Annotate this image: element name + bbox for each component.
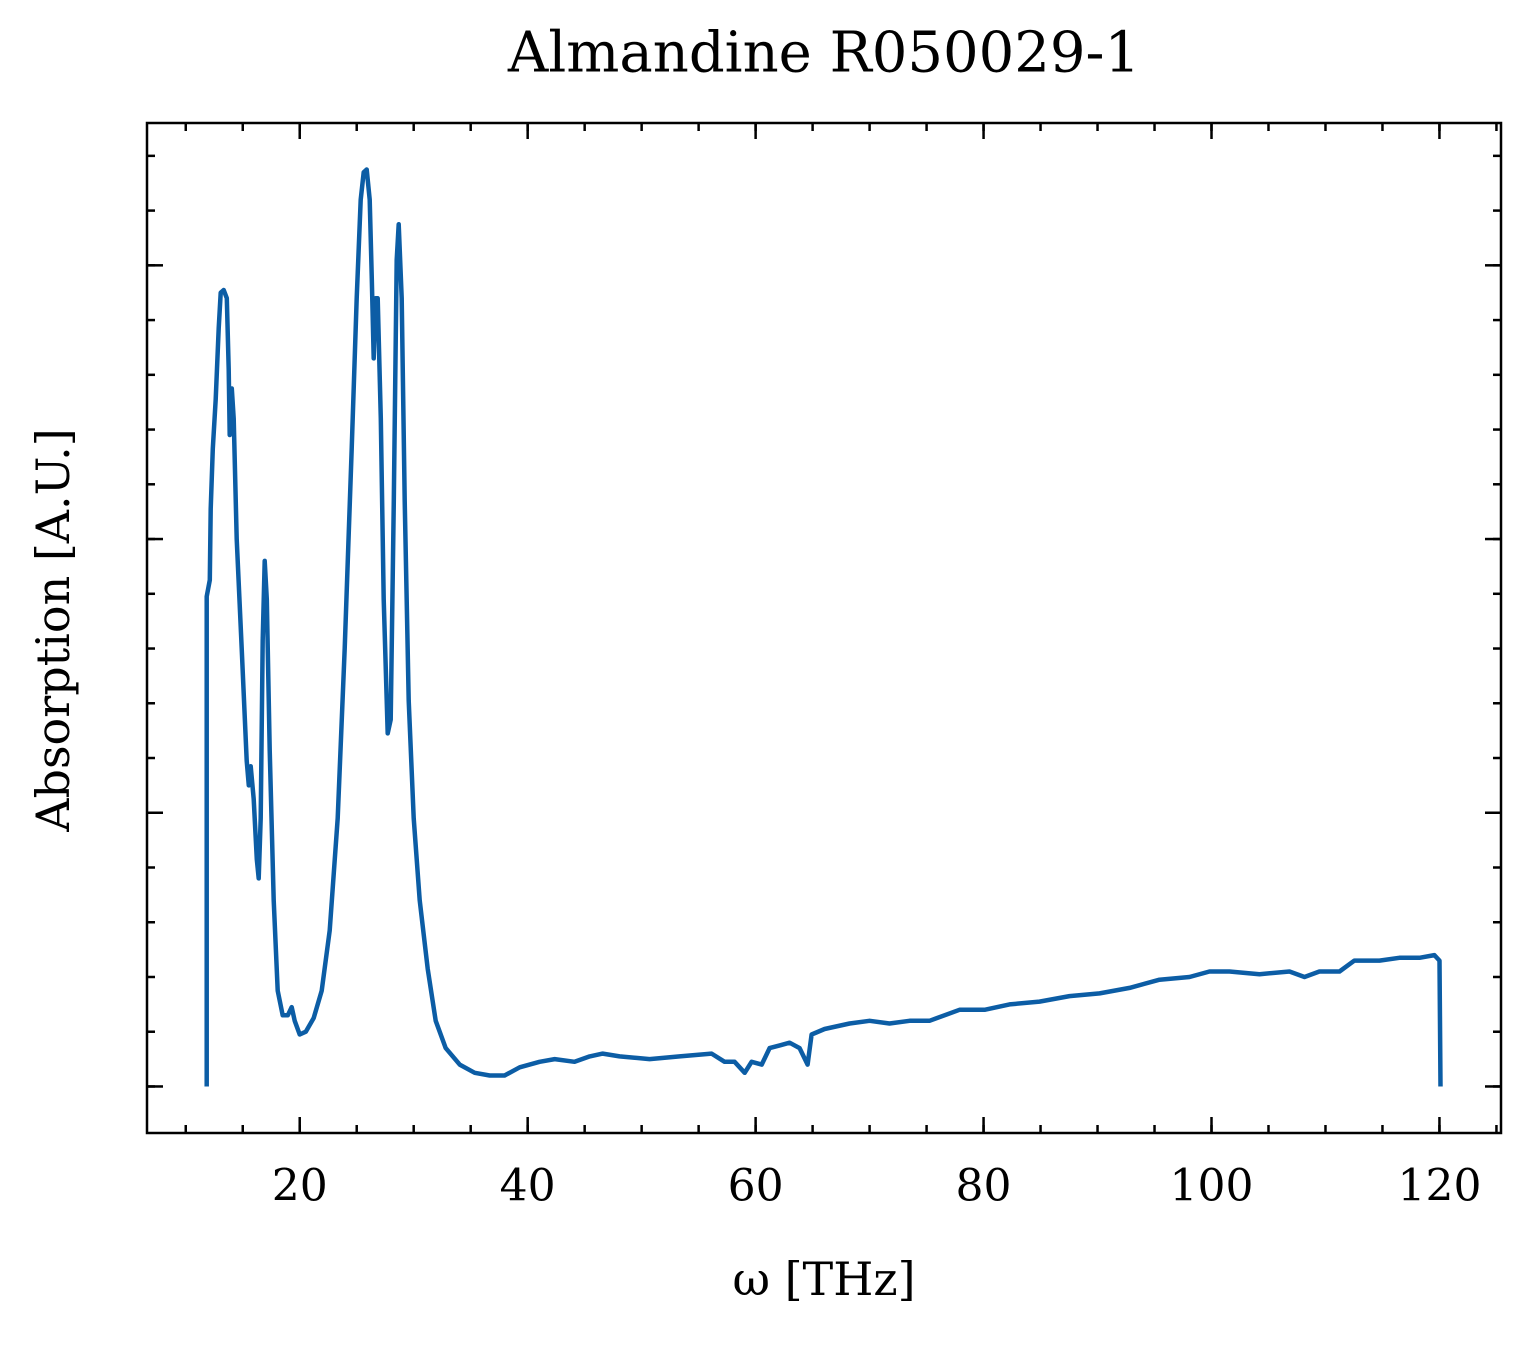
x-tick-label: 40	[500, 1161, 556, 1212]
x-tick-label: 100	[1170, 1161, 1254, 1212]
y-axis-label: Absorption [A.U.]	[26, 428, 80, 832]
x-tick-label: 120	[1397, 1161, 1481, 1212]
x-tick-label: 80	[956, 1161, 1012, 1212]
x-tick-label: 20	[272, 1161, 328, 1212]
data-line	[204, 167, 1443, 1087]
x-axis-label: ω [THz]	[732, 1252, 915, 1306]
plot-frame	[145, 121, 1503, 1135]
chart-title: Almandine R050029-1	[507, 21, 1140, 86]
x-tick-label: 60	[728, 1161, 784, 1212]
